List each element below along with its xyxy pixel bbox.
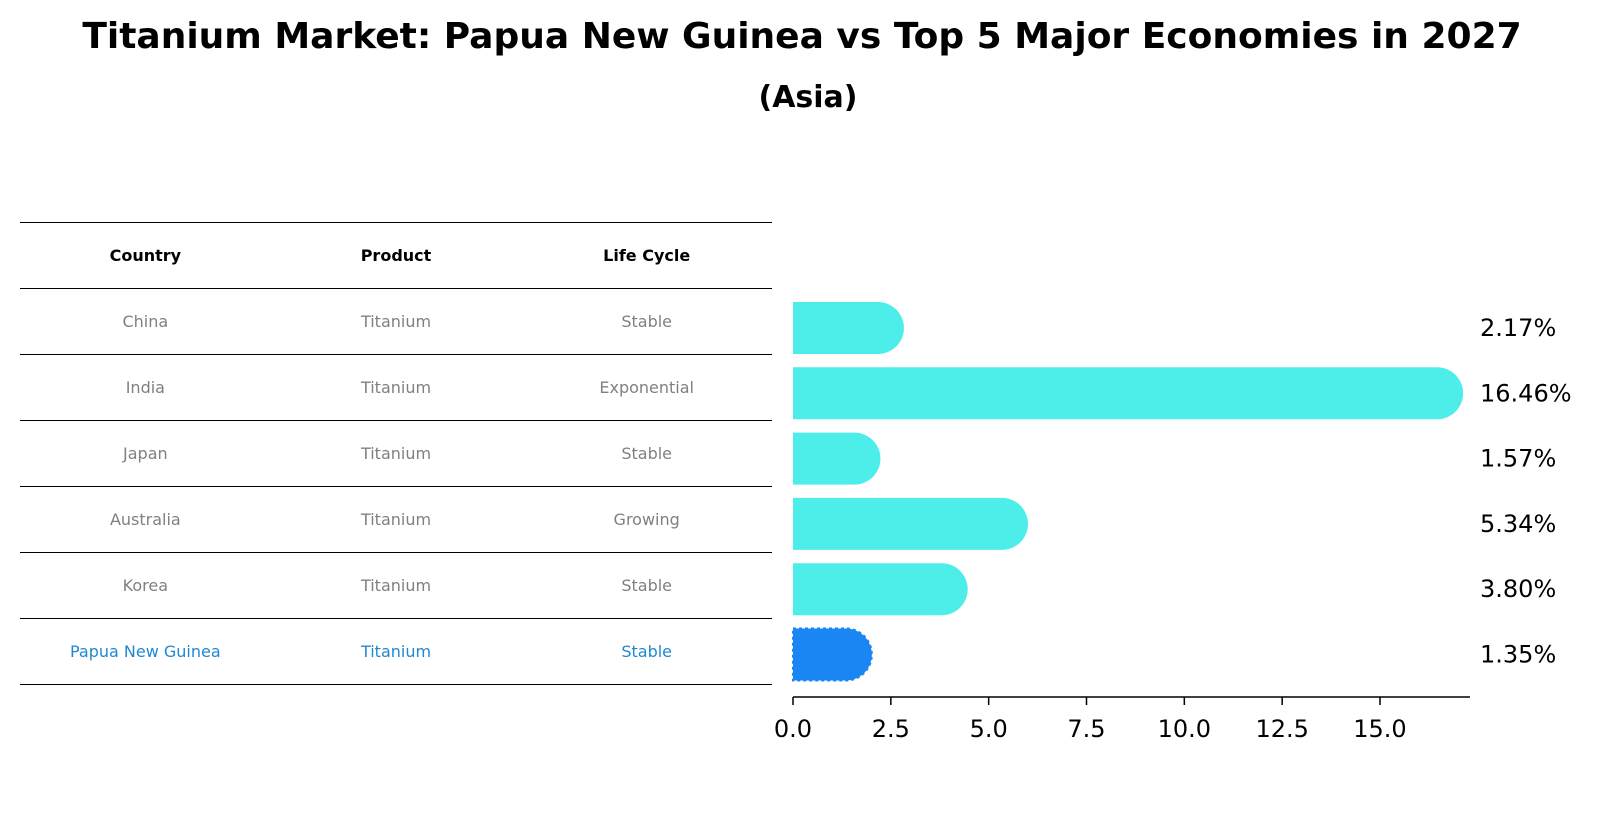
cell-product: Titanium [360, 642, 432, 661]
x-tick-label: 0.0 [774, 715, 812, 743]
data-table: Country Product Life Cycle China Titaniu… [20, 222, 772, 685]
table-header-row: Country Product Life Cycle [20, 222, 772, 288]
cell-life-cycle: Exponential [599, 378, 694, 397]
bar-value-label: 16.46% [1480, 379, 1572, 407]
bar [793, 563, 968, 616]
table-row: China Titanium Stable [20, 288, 772, 354]
cell-country: Australia [109, 510, 181, 529]
x-tick-label: 12.5 [1255, 715, 1308, 743]
bar-highlight [792, 627, 873, 682]
cell-life-cycle: Stable [621, 312, 673, 331]
cell-product: Titanium [360, 510, 432, 529]
x-tick-label: 10.0 [1158, 715, 1211, 743]
x-tick-label: 2.5 [872, 715, 910, 743]
cell-product: Titanium [360, 576, 432, 595]
x-tick-label: 5.0 [970, 715, 1008, 743]
bar-value-label: 1.57% [1480, 445, 1556, 473]
cell-country: China [122, 312, 169, 331]
x-tick-label: 15.0 [1353, 715, 1406, 743]
chart-subtitle: (Asia) [758, 80, 858, 115]
table-row-highlight: Papua New Guinea Titanium Stable [20, 618, 772, 685]
bar-value-label: 3.80% [1480, 575, 1556, 603]
cell-life-cycle: Growing [613, 510, 680, 529]
cell-life-cycle: Stable [621, 444, 673, 463]
x-tick-label: 7.5 [1067, 715, 1105, 743]
cell-country: Papua New Guinea [69, 642, 221, 661]
bar [793, 497, 1028, 550]
bar [793, 367, 1464, 420]
cell-product: Titanium [360, 444, 432, 463]
cell-product: Titanium [360, 378, 432, 397]
chart-title: Titanium Market: Papua New Guinea vs Top… [82, 16, 1522, 57]
bar [793, 432, 881, 485]
bar-value-label: 1.35% [1480, 641, 1556, 669]
bar-value-label: 2.17% [1480, 314, 1556, 342]
header-country: Country [109, 246, 182, 265]
cell-country: Korea [122, 576, 169, 595]
cell-product: Titanium [360, 312, 432, 331]
table-row: India Titanium Exponential [20, 354, 772, 420]
bar [793, 302, 904, 354]
table-row: Japan Titanium Stable [20, 420, 772, 486]
cell-life-cycle: Stable [621, 576, 673, 595]
cell-country: India [125, 378, 165, 397]
table-row: Australia Titanium Growing [20, 486, 772, 552]
bar-value-label: 5.34% [1480, 510, 1556, 538]
cell-country: Japan [123, 444, 168, 463]
header-product: Product [360, 246, 432, 265]
table-row: Korea Titanium Stable [20, 552, 772, 618]
header-life-cycle: Life Cycle [603, 246, 691, 265]
cell-life-cycle: Stable [621, 642, 673, 661]
